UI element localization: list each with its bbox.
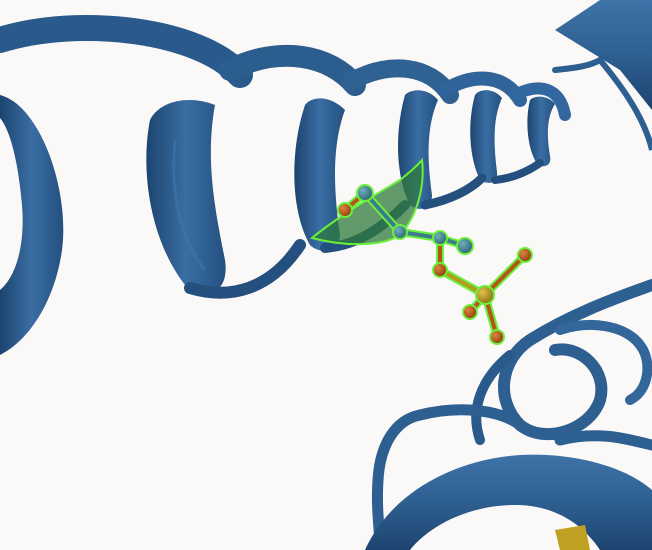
helix-turn-1 xyxy=(146,100,226,293)
helix-turn-5 xyxy=(527,96,555,167)
atom-oxygen-5 xyxy=(489,329,505,345)
atom-oxygen-4 xyxy=(462,304,478,320)
ligand-atoms xyxy=(337,184,533,345)
atom-oxygen-2 xyxy=(432,262,448,278)
atom-carbon-2 xyxy=(392,224,408,240)
helix-turn-2 xyxy=(294,98,345,251)
atom-oxygen-1 xyxy=(337,202,353,218)
atom-carbon-4 xyxy=(456,237,474,255)
coil-bottom-right xyxy=(371,279,652,550)
helix-left-edge xyxy=(0,95,64,355)
atom-oxygen-3 xyxy=(517,247,533,263)
beta-sheet-top-right xyxy=(555,0,652,151)
atom-carbon-3 xyxy=(432,230,448,246)
helix-bottom xyxy=(365,454,652,550)
helix-turn-4 xyxy=(470,90,502,183)
atom-carbon-1 xyxy=(356,184,374,202)
atom-phosphorus xyxy=(475,285,495,305)
helix-back-strands xyxy=(0,15,571,121)
